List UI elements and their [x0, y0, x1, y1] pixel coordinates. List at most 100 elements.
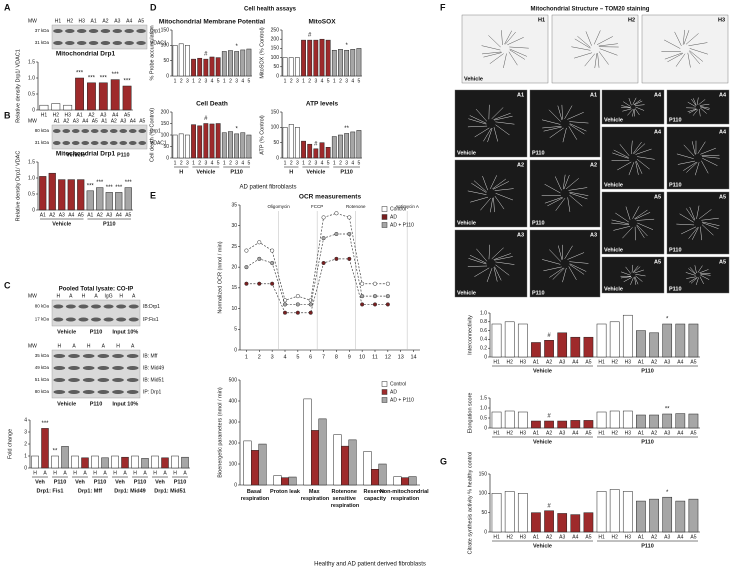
point: [244, 265, 249, 270]
band: [112, 390, 124, 394]
bar: [281, 477, 289, 486]
point: [295, 302, 300, 307]
band-label: Drp1: [150, 28, 161, 34]
bar: [622, 491, 633, 533]
micrograph: [601, 191, 665, 255]
mito-strand: [683, 161, 697, 171]
band: [90, 317, 102, 322]
y-axis-label: Normalized OCR (nmol / min): [217, 241, 223, 313]
mito-strand: [569, 194, 583, 207]
mito-strand: [688, 42, 708, 47]
group-label: Veh: [35, 479, 45, 485]
mito-strand: [634, 276, 637, 285]
x-tick-label: H2: [53, 112, 60, 118]
micrograph-id: A2: [590, 162, 597, 168]
mito-strand: [691, 141, 696, 155]
x-tick-label: H2: [506, 534, 513, 540]
mito-strand: [686, 276, 697, 279]
mito-strand: [508, 51, 518, 66]
point: [372, 302, 378, 307]
mito-strand: [468, 258, 487, 265]
bar: [184, 134, 190, 159]
bar: [504, 321, 515, 358]
y-tick-label: 300: [229, 419, 238, 425]
mito-strand: [623, 101, 631, 107]
x-tick-label: A: [63, 470, 67, 476]
mito-strand: [700, 107, 707, 114]
y-tick-label: 0.8: [480, 319, 487, 325]
bar: [570, 514, 581, 533]
bar: [401, 477, 409, 486]
x-tick-label: H1: [598, 430, 605, 436]
mw-label: 51 kDa: [35, 377, 50, 382]
mito-strand: [488, 244, 491, 260]
point: [244, 281, 249, 286]
x-tick-label: 5: [248, 160, 251, 166]
band: [112, 378, 124, 382]
x-tick-label: 3: [345, 78, 348, 84]
x-tick-label: A4: [572, 430, 578, 436]
mw-label: 17 kDa: [35, 317, 50, 322]
x-tick-label: H: [53, 470, 57, 476]
mito-strand: [620, 271, 631, 276]
bar: [67, 179, 75, 211]
mito-strand: [683, 30, 690, 45]
mito-strand: [688, 108, 698, 114]
x-tick-label: H1: [598, 359, 605, 365]
band-label: VDAC1: [150, 40, 167, 46]
bar: [662, 496, 673, 533]
point: [360, 294, 365, 299]
micrograph-treatment: Vehicle: [604, 117, 623, 123]
x-tick-label: A5: [585, 534, 591, 540]
point: [308, 310, 313, 315]
mw-label: 80 kDa: [35, 304, 50, 309]
group-label: Veh: [75, 479, 85, 485]
mito-strand: [491, 107, 504, 120]
y-tick-label: 50: [273, 140, 279, 146]
y-tick-label: 0: [276, 73, 279, 79]
x-tick-label: 3: [314, 78, 317, 84]
x-tick-label: A2: [651, 359, 657, 365]
lane-label: H1: [55, 18, 62, 24]
x-tick-label: H2: [611, 359, 618, 365]
band: [112, 41, 123, 45]
bar: [243, 440, 252, 486]
x-tick-label: 5: [327, 160, 330, 166]
x-tick-label: 4: [321, 78, 324, 84]
blot-group: Input 10%: [112, 401, 138, 407]
mito-strand: [487, 127, 493, 143]
mito-strand: [632, 141, 642, 154]
mito-strand: [633, 266, 641, 273]
micrograph-id: H2: [628, 17, 635, 23]
x-tick-label: A2: [49, 212, 55, 218]
group-label: H: [179, 169, 183, 175]
point: [282, 310, 288, 315]
point: [282, 298, 288, 303]
micrograph: [454, 159, 528, 228]
legend-swatch: [381, 389, 388, 395]
x-tick-label: H2: [506, 430, 513, 436]
lane-label: A4: [82, 118, 88, 124]
bar: [319, 38, 325, 77]
injection-label: FCCP: [311, 204, 323, 209]
footer: Healthy and AD patient derived fibroblas…: [314, 562, 426, 568]
mito-strand: [633, 99, 641, 105]
y-tick-label: 200: [229, 440, 238, 446]
band: [68, 378, 80, 382]
mito-strand: [631, 264, 634, 273]
mito-strand: [632, 109, 635, 117]
micrograph-treatment: Vehicle: [464, 76, 483, 82]
x-tick-label: 1: [223, 78, 226, 84]
mito-strand: [494, 256, 513, 261]
mito-strand: [555, 198, 566, 211]
y-tick-label: 0.6: [480, 328, 487, 334]
mw-label: MW: [28, 343, 37, 349]
point: [257, 256, 262, 261]
y-tick-label: 0: [166, 73, 169, 79]
band-label: IP: Drp1: [143, 389, 162, 395]
mito-strand: [617, 161, 632, 171]
bar: [228, 131, 233, 159]
significance: #: [204, 52, 208, 58]
bar: [636, 414, 646, 429]
